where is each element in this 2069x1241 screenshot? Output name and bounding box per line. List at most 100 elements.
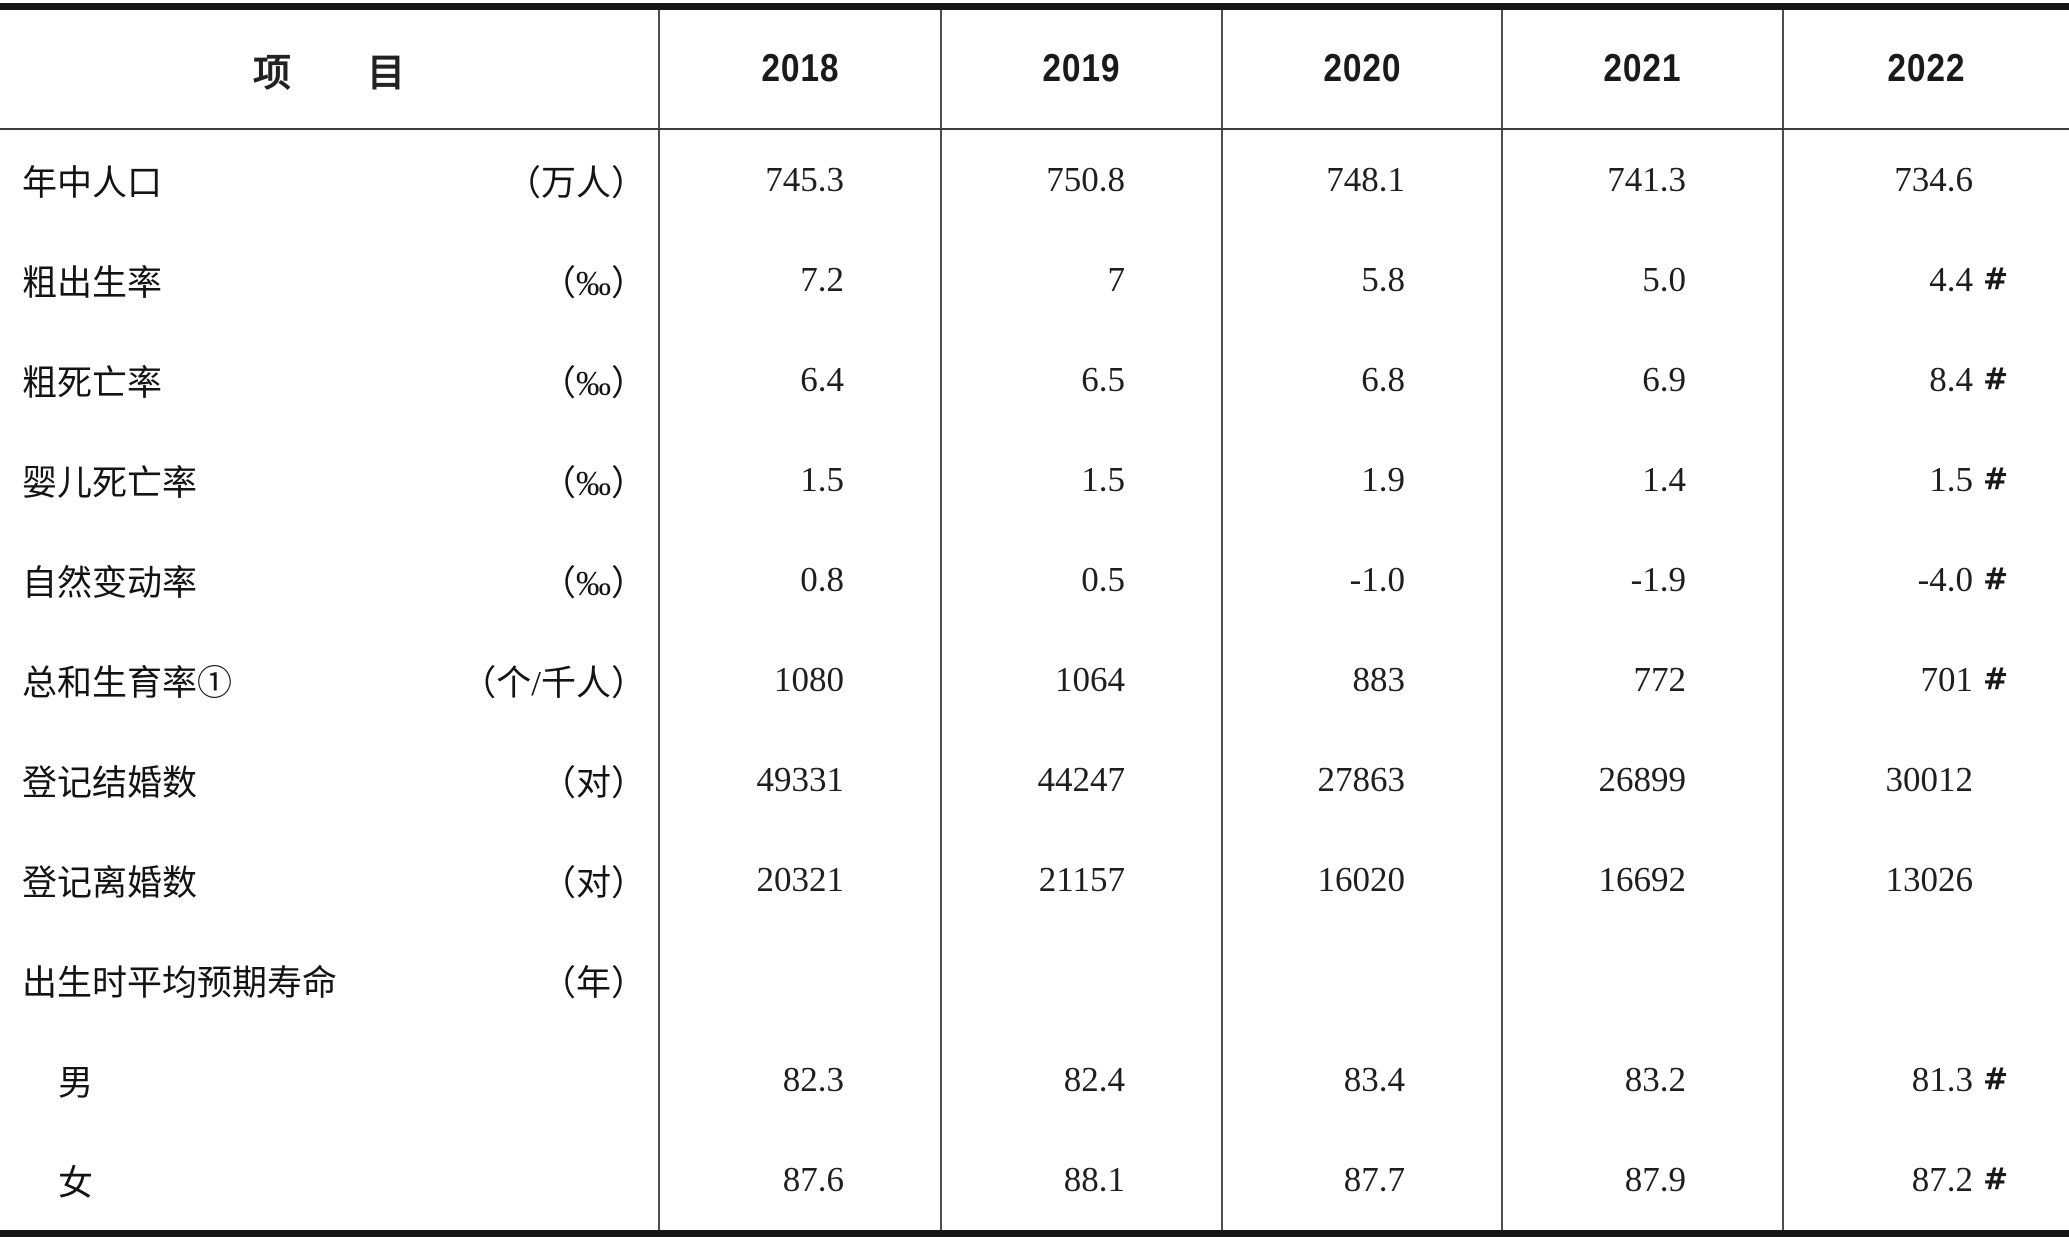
table-row: 女 87.6 88.1 87.7 87.9 87.2 # <box>0 1130 2069 1230</box>
table-row: 自然变动率 （‰） 0.8 0.5 -1.0 -1.9 -4.0 # <box>0 530 2069 630</box>
year-value-cell: 0.8 <box>658 530 940 630</box>
year-value-cell: 5.0 <box>1501 230 1782 330</box>
year-value-cell: 1.4 <box>1501 430 1782 530</box>
year-value-cell: 0.5 <box>940 530 1221 630</box>
row-unit: （年） <box>540 963 646 1003</box>
cell-value: 6.8 <box>1361 360 1405 399</box>
cell-value: 27863 <box>1317 760 1406 799</box>
cell-value: 748.1 <box>1326 160 1405 199</box>
year-value-cell: 16020 <box>1221 830 1501 930</box>
year-value-cell: 4.4 # <box>1782 230 2069 330</box>
year-value-cell: 6.9 <box>1501 330 1782 430</box>
statistics-table: 项 目 2018 2019 2020 2021 2022 年中人口 （万人） <box>0 3 2069 1237</box>
cell-flag: # <box>1983 1062 2009 1097</box>
table-row: 出生时平均预期寿命 （年） <box>0 930 2069 1030</box>
cell-value: 6.9 <box>1642 360 1686 399</box>
year-value-cell: 1080 <box>658 630 940 730</box>
row-unit: （万人） <box>505 163 646 203</box>
row-label: 粗出生率 <box>22 263 163 303</box>
row-label-cell: 粗死亡率 （‰） <box>0 330 658 430</box>
header-year-label: 2021 <box>1603 47 1682 90</box>
row-label-cell: 总和生育率① （个/千人） <box>0 630 658 730</box>
table-body: 年中人口 （万人） 745.3 750.8 748.1 741.3 734.6 … <box>0 130 2069 1230</box>
row-label: 年中人口 <box>22 163 163 203</box>
year-value-cell: 8.4 # <box>1782 330 2069 430</box>
year-value-cell: 1.9 <box>1221 430 1501 530</box>
row-unit: （对） <box>540 763 646 803</box>
cell-value: 83.4 <box>1343 1060 1405 1099</box>
cell-value: 7 <box>1107 260 1126 299</box>
year-value-cell: 7 <box>940 230 1221 330</box>
row-label: 婴儿死亡率 <box>22 463 198 503</box>
row-label: 登记结婚数 <box>22 763 198 803</box>
row-label: 登记离婚数 <box>22 863 198 903</box>
row-label-cell: 登记结婚数 （对） <box>0 730 658 830</box>
year-value-cell: 6.5 <box>940 330 1221 430</box>
year-value-cell: 6.8 <box>1221 330 1501 430</box>
cell-value: 0.5 <box>1081 560 1125 599</box>
yearbook-table-page: 项 目 2018 2019 2020 2021 2022 年中人口 （万人） <box>0 3 2069 1237</box>
year-value-cell: 16692 <box>1501 830 1782 930</box>
year-value-cell: 26899 <box>1501 730 1782 830</box>
row-unit: （个/千人） <box>461 663 646 703</box>
year-value-cell: 734.6 <box>1782 130 2069 230</box>
year-value-cell: 20321 <box>658 830 940 930</box>
row-unit: （‰） <box>540 363 646 403</box>
row-label-cell: 年中人口 （万人） <box>0 130 658 230</box>
cell-value: 5.8 <box>1361 260 1405 299</box>
header-year-2022: 2022 <box>1782 10 2069 128</box>
cell-value: 87.6 <box>782 1160 844 1199</box>
cell-value: 7.2 <box>800 260 844 299</box>
header-year-label: 2018 <box>760 47 840 90</box>
table-row: 婴儿死亡率 （‰） 1.5 1.5 1.9 1.4 1.5 # <box>0 430 2069 530</box>
row-label-cell: 出生时平均预期寿命 （年） <box>0 930 658 1030</box>
year-value-cell: 1.5 # <box>1782 430 2069 530</box>
year-value-cell: 83.4 <box>1221 1030 1501 1130</box>
year-value-cell: 44247 <box>940 730 1221 830</box>
year-value-cell: 82.4 <box>940 1030 1221 1130</box>
row-unit: （‰） <box>540 563 646 603</box>
year-value-cell: 21157 <box>940 830 1221 930</box>
year-value-cell: 27863 <box>1221 730 1501 830</box>
cell-value: 87.2 <box>1911 1160 1973 1199</box>
year-value-cell: 1.5 <box>940 430 1221 530</box>
row-label: 总和生育率① <box>22 663 233 703</box>
row-label-cell: 粗出生率 （‰） <box>0 230 658 330</box>
table-header-row: 项 目 2018 2019 2020 2021 2022 <box>0 10 2069 130</box>
cell-value: 6.4 <box>800 360 844 399</box>
cell-value: 87.9 <box>1624 1160 1686 1199</box>
cell-flag: # <box>1983 1162 2009 1197</box>
year-value-cell: -1.9 <box>1501 530 1782 630</box>
cell-value: 883 <box>1352 660 1406 699</box>
cell-value: 26899 <box>1598 760 1687 799</box>
cell-value: 6.5 <box>1081 360 1125 399</box>
cell-value: 13026 <box>1885 860 1974 899</box>
header-year-label: 2019 <box>1042 47 1121 90</box>
row-label-cell: 男 <box>0 1030 658 1130</box>
cell-value: 83.2 <box>1624 1060 1686 1099</box>
header-item-label: 项 目 <box>252 52 405 95</box>
table-row: 粗死亡率 （‰） 6.4 6.5 6.8 6.9 8.4 # <box>0 330 2069 430</box>
cell-value: 1.4 <box>1642 460 1686 499</box>
year-value-cell: 87.2 # <box>1782 1130 2069 1230</box>
year-value-cell: 81.3 # <box>1782 1030 2069 1130</box>
cell-value: 82.4 <box>1063 1060 1125 1099</box>
cell-value: -1.9 <box>1630 560 1686 599</box>
cell-value: 21157 <box>1038 860 1125 899</box>
year-value-cell <box>940 930 1221 1030</box>
year-value-cell <box>1501 930 1782 1030</box>
year-value-cell <box>1221 930 1501 1030</box>
year-value-cell: 772 <box>1501 630 1782 730</box>
header-year-label: 2020 <box>1322 47 1402 90</box>
cell-value: 44247 <box>1037 760 1126 799</box>
cell-value: 87.7 <box>1343 1160 1405 1199</box>
cell-flag: # <box>1983 262 2009 297</box>
cell-value: 1064 <box>1055 660 1125 699</box>
cell-value: 701 <box>1920 660 1974 699</box>
year-value-cell <box>658 930 940 1030</box>
cell-value: 745.3 <box>765 160 844 199</box>
row-label: 自然变动率 <box>22 563 198 603</box>
cell-value: -4.0 <box>1917 560 1973 599</box>
row-label-cell: 登记离婚数 （对） <box>0 830 658 930</box>
year-value-cell: 745.3 <box>658 130 940 230</box>
